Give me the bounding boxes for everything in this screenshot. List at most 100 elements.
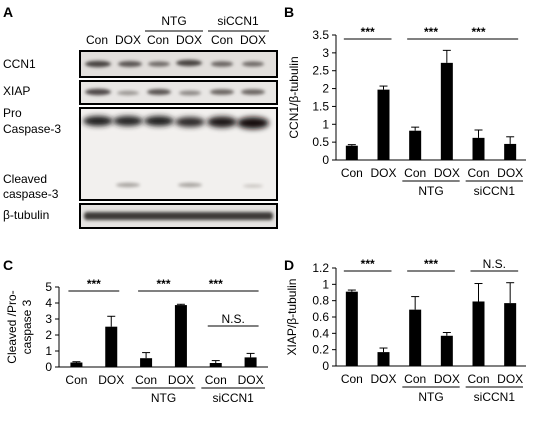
d-bar-4 — [440, 335, 453, 366]
d-bar-6 — [504, 303, 517, 366]
d-x-label-4: DOX — [434, 372, 460, 386]
c-bar-6 — [244, 357, 257, 367]
b-sig-label-1: *** — [361, 25, 375, 39]
b-group-label-siccn1: siCCN1 — [474, 184, 516, 198]
d-bar-5 — [472, 301, 485, 366]
c-sig-label-3: *** — [209, 277, 223, 291]
row-label-cleaved: Cleaved — [3, 172, 47, 186]
d-y-tick-label-4: 0.8 — [312, 294, 329, 308]
c-y-label-line1: Cleaved /Pro- — [5, 290, 19, 363]
b-y-tick-label-0: 0 — [322, 153, 329, 167]
d-sig-label-3: N.S. — [483, 257, 506, 271]
panel-d-letter: D — [284, 257, 294, 273]
c-x-label-2: DOX — [98, 373, 124, 387]
row-label-caspase3: Caspase-3 — [3, 122, 61, 136]
b-group-label-ntg: NTG — [418, 184, 443, 198]
row-label-beta-tubulin: β-tubulin — [3, 208, 49, 222]
panel-a-western-blot: A Con DOX Con DOX Con DOX NTG siCCN1 CCN… — [3, 4, 278, 229]
d-y-tick-label-6: 1.2 — [312, 261, 329, 275]
d-bar-1 — [345, 291, 358, 366]
c-y-label-line2: caspase 3 — [20, 299, 34, 354]
c-y-tick-label-1: 1 — [45, 344, 52, 358]
b-x-label-4: DOX — [434, 166, 460, 180]
c-bar-2 — [105, 326, 118, 367]
b-x-label-6: DOX — [497, 166, 523, 180]
b-bar-5 — [472, 137, 485, 160]
d-y-tick-label-1: 0.2 — [312, 343, 329, 357]
b-bar-3 — [409, 130, 422, 160]
c-sig-label-1: *** — [87, 277, 101, 291]
d-bar-2 — [377, 352, 390, 366]
lane-label-1: Con — [86, 33, 108, 47]
c-group-label-siccn1: siCCN1 — [212, 391, 254, 405]
d-group-label-siccn1: siCCN1 — [474, 390, 516, 404]
c-bar-3 — [140, 358, 153, 367]
lane-label-3: Con — [147, 33, 169, 47]
chart-d-xiap: 0 0.2 0.4 0.6 0.8 1 1.2 XIAP/β-tubulin Con DOX Con… — [285, 257, 526, 404]
b-y-tick-label-4: 2 — [322, 82, 329, 96]
b-x-label-5: Con — [467, 166, 489, 180]
b-y-tick-label-1: 0.5 — [312, 135, 329, 149]
b-bar-1 — [345, 145, 358, 160]
b-y-tick-label-2: 1 — [322, 117, 329, 131]
blot-xiap — [79, 80, 278, 105]
lane-label-2: DOX — [115, 33, 141, 47]
c-y-tick-label-3: 3 — [45, 312, 52, 326]
row-label-pro: Pro — [3, 106, 22, 120]
d-y-tick-label-2: 0.4 — [312, 326, 329, 340]
blot-beta-tubulin — [79, 203, 278, 229]
c-x-label-4: DOX — [168, 373, 194, 387]
b-sig-label-2: *** — [424, 25, 438, 39]
panel-c-letter: C — [3, 257, 13, 273]
d-y-label: XIAP/β-tubulin — [285, 279, 299, 356]
b-bar-2 — [377, 89, 390, 160]
group-label-siccn1: siCCN1 — [217, 14, 259, 28]
chart-c-cleaved-caspase: 0 1 2 3 4 5 Cleaved /Pro-caspase 3 Con DOX Con DOX… — [5, 277, 268, 405]
d-sig-label-1: *** — [361, 257, 375, 271]
b-x-label-3: Con — [404, 166, 426, 180]
b-sig-label-3: *** — [471, 25, 485, 39]
d-x-label-6: DOX — [497, 372, 523, 386]
c-sig-label-2: *** — [156, 277, 170, 291]
d-x-label-2: DOX — [370, 372, 396, 386]
d-y-tick-label-5: 1 — [322, 277, 329, 291]
b-bar-6 — [504, 143, 517, 160]
d-x-label-3: Con — [404, 372, 426, 386]
blot-ccn1 — [79, 50, 278, 78]
lane-label-5: Con — [211, 33, 233, 47]
d-bar-3 — [409, 309, 422, 366]
c-y-tick-label-2: 2 — [45, 328, 52, 342]
b-y-tick-label-3: 1.5 — [312, 99, 329, 113]
d-y-tick-label-0: 0 — [322, 359, 329, 373]
c-sig-label-4: N.S. — [221, 312, 244, 326]
d-group-label-ntg: NTG — [418, 390, 443, 404]
c-bar-1 — [70, 362, 83, 367]
b-y-tick-label-7: 3.5 — [312, 28, 329, 42]
blot-caspase3 — [79, 107, 278, 201]
c-x-label-5: Con — [205, 373, 227, 387]
panel-b-letter: B — [284, 4, 294, 20]
lane-label-6: DOX — [240, 33, 266, 47]
c-y-tick-label-4: 4 — [45, 296, 52, 310]
chart-b-ccn1: 0 0.5 1 1.5 2 2.5 3 3.5 CCN1/β-tubulin Con DOX Con D… — [287, 25, 526, 198]
panel-a-letter: A — [3, 4, 13, 20]
group-label-ntg: NTG — [161, 14, 186, 28]
c-y-tick-label-0: 0 — [45, 360, 52, 374]
d-sig-label-2: *** — [424, 257, 438, 271]
c-x-label-3: Con — [135, 373, 157, 387]
b-x-label-1: Con — [341, 166, 363, 180]
d-y-tick-label-3: 0.6 — [312, 310, 329, 324]
d-x-label-1: Con — [341, 372, 363, 386]
c-x-label-1: Con — [65, 373, 87, 387]
c-x-label-6: DOX — [238, 373, 264, 387]
c-bar-4 — [174, 305, 187, 367]
b-x-label-2: DOX — [370, 166, 396, 180]
row-label-ccn1: CCN1 — [3, 57, 36, 71]
d-x-label-5: Con — [467, 372, 489, 386]
c-y-tick-label-5: 5 — [45, 280, 52, 294]
b-y-tick-label-6: 3 — [322, 46, 329, 60]
row-label-cleaved-caspase3: caspase-3 — [3, 187, 59, 201]
c-bar-5 — [209, 363, 222, 367]
c-group-label-ntg: NTG — [151, 391, 176, 405]
